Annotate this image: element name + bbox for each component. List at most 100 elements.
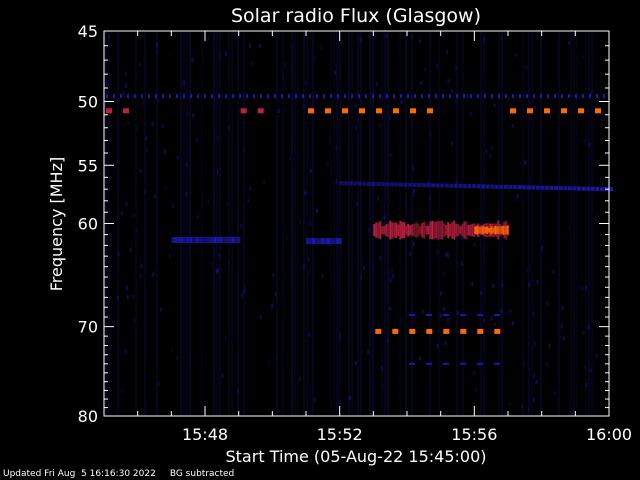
noise-streak [216, 32, 218, 415]
patch-mark [213, 237, 217, 243]
noise-speck [309, 168, 312, 173]
noise-speck [475, 387, 477, 392]
noise-streak [237, 32, 239, 415]
noise-speck [595, 353, 598, 358]
noise-speck [271, 303, 274, 308]
feature-mark [211, 94, 213, 99]
feature-layer [106, 94, 613, 365]
burst-mark [443, 223, 446, 237]
noise-speck [156, 50, 158, 55]
feature-mark [578, 108, 584, 114]
noise-speck [303, 104, 306, 109]
noise-streak [156, 32, 158, 415]
feature-mark [342, 108, 348, 114]
drift-mark [348, 181, 353, 186]
noise-speck [456, 311, 459, 316]
feature-mark [414, 94, 416, 99]
noise-speck [161, 123, 164, 128]
feature-mark [456, 94, 458, 99]
noise-streak [585, 32, 587, 415]
feature-mark [603, 94, 605, 99]
noise-speck [106, 79, 109, 84]
feature-mark [491, 94, 493, 99]
y-tick-label: 55 [78, 156, 98, 175]
burst-mark [482, 226, 485, 235]
noise-streak [333, 32, 335, 415]
noise-speck [124, 349, 127, 354]
updated-timestamp: Updated Fri Aug 5 16:16:30 2022 [3, 469, 156, 479]
burst-mark [453, 220, 456, 240]
noise-speck [272, 273, 275, 278]
burst-mark [421, 223, 424, 238]
drift-mark [440, 183, 445, 188]
noise-speck [494, 322, 496, 327]
feature-mark [533, 94, 535, 99]
noise-speck [157, 97, 159, 102]
noise-speck [126, 286, 129, 291]
patch-mark [318, 238, 321, 245]
noise-speck [140, 264, 143, 269]
noise-speck [389, 115, 391, 120]
feature-mark [596, 94, 598, 99]
feature-mark [246, 94, 248, 99]
noise-speck [585, 383, 588, 387]
drift-mark [609, 187, 613, 192]
noise-speck [192, 113, 195, 118]
noise-streak [243, 32, 245, 415]
drift-mark [586, 186, 591, 191]
noise-speck [418, 39, 421, 43]
feature-mark [197, 94, 199, 99]
noise-streak [144, 32, 146, 415]
feature-mark [519, 94, 521, 99]
patch-mark [333, 238, 336, 245]
drift-mark [367, 181, 372, 186]
noise-speck [545, 362, 548, 367]
drift-mark [494, 184, 499, 189]
noise-speck [335, 179, 338, 184]
noise-speck [354, 103, 357, 108]
noise-speck [126, 295, 129, 299]
burst-mark [389, 220, 392, 240]
feature-mark [120, 94, 122, 99]
noise-speck [139, 168, 142, 173]
drift-mark [554, 186, 559, 190]
drift-mark [431, 183, 435, 188]
noise-speck [122, 91, 125, 96]
noise-speck [164, 186, 167, 191]
noise-speck [381, 384, 384, 389]
feature-mark [274, 94, 276, 99]
feature-mark [477, 314, 483, 317]
burst-mark [429, 221, 432, 239]
noise-streak [588, 32, 590, 415]
drift-mark [417, 183, 422, 187]
feature-mark [582, 94, 584, 99]
noise-speck [427, 180, 430, 185]
noise-speck [485, 149, 488, 154]
noise-speck [300, 107, 303, 112]
feature-mark [127, 94, 129, 99]
noise-speck [299, 220, 302, 225]
noise-speck [461, 261, 464, 266]
burst-mark [423, 221, 426, 239]
noise-speck [321, 273, 324, 278]
noise-speck [587, 325, 590, 330]
drift-mark [426, 183, 431, 188]
noise-speck [419, 356, 421, 361]
noise-speck [242, 148, 245, 152]
feature-mark [409, 314, 415, 317]
burst-mark [411, 224, 414, 236]
noise-speck [218, 253, 221, 258]
noise-speck [536, 280, 539, 285]
noise-streak [540, 32, 542, 415]
bg-note: BG subtracted [169, 469, 235, 479]
noise-speck [473, 242, 476, 247]
drift-mark [389, 182, 394, 187]
feature-mark [365, 94, 367, 99]
feature-mark [330, 94, 332, 99]
noise-speck [139, 273, 142, 278]
y-tick-label: 45 [78, 22, 98, 41]
noise-streak [213, 32, 215, 415]
patch-mark [330, 238, 333, 245]
noise-speck [216, 136, 219, 141]
